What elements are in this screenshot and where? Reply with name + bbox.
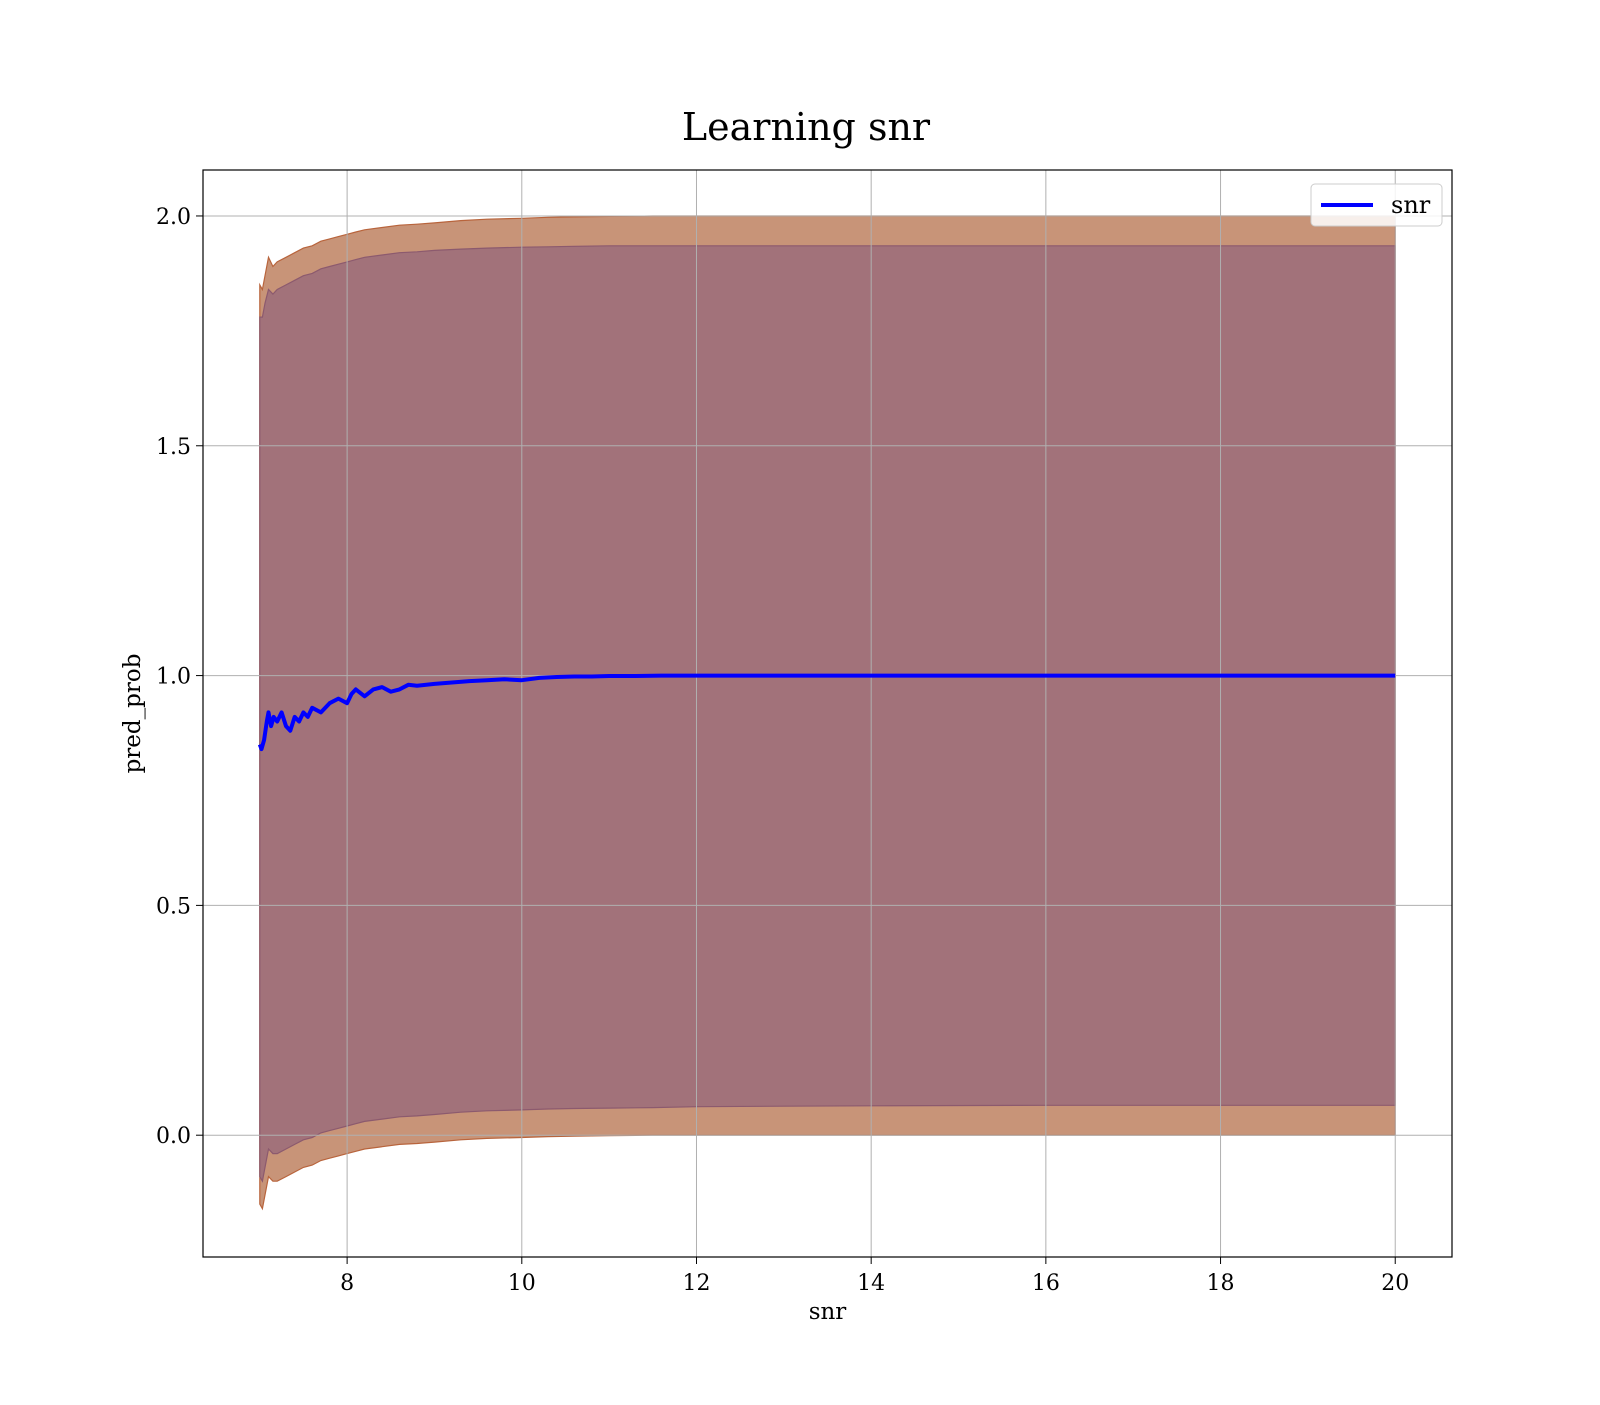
y-tick-label: 1.0 xyxy=(156,665,191,690)
x-tick-label: 20 xyxy=(1381,1271,1409,1296)
y-axis-ticks: 0.0 0.5 1.0 1.5 2.0 xyxy=(156,205,203,1149)
legend-label-snr: snr xyxy=(1391,191,1431,219)
y-axis-label: pred_prob xyxy=(120,654,146,774)
x-tick-label: 16 xyxy=(1032,1271,1060,1296)
x-tick-label: 10 xyxy=(508,1271,536,1296)
y-tick-label: 0.5 xyxy=(156,894,191,919)
y-tick-label: 0.0 xyxy=(156,1124,191,1149)
chart-title: Learning snr xyxy=(682,105,931,149)
x-tick-label: 14 xyxy=(857,1271,885,1296)
legend: snr xyxy=(1310,183,1443,227)
series-line-snr xyxy=(257,673,1396,752)
y-tick-label: 1.5 xyxy=(156,435,191,460)
x-tick-label: 8 xyxy=(340,1271,354,1296)
legend-box xyxy=(1310,183,1443,227)
y-tick-label: 2.0 xyxy=(156,205,191,230)
x-tick-label: 12 xyxy=(682,1271,710,1296)
plot-frame xyxy=(202,169,1453,1258)
x-axis-ticks: 8 10 12 14 16 18 20 xyxy=(340,1257,1409,1296)
x-tick-label: 18 xyxy=(1207,1271,1235,1296)
confidence-bands xyxy=(259,215,1396,1211)
confidence-band-2 xyxy=(259,245,1396,1183)
series-lines xyxy=(257,673,1396,752)
x-axis-label: snr xyxy=(809,1299,847,1325)
